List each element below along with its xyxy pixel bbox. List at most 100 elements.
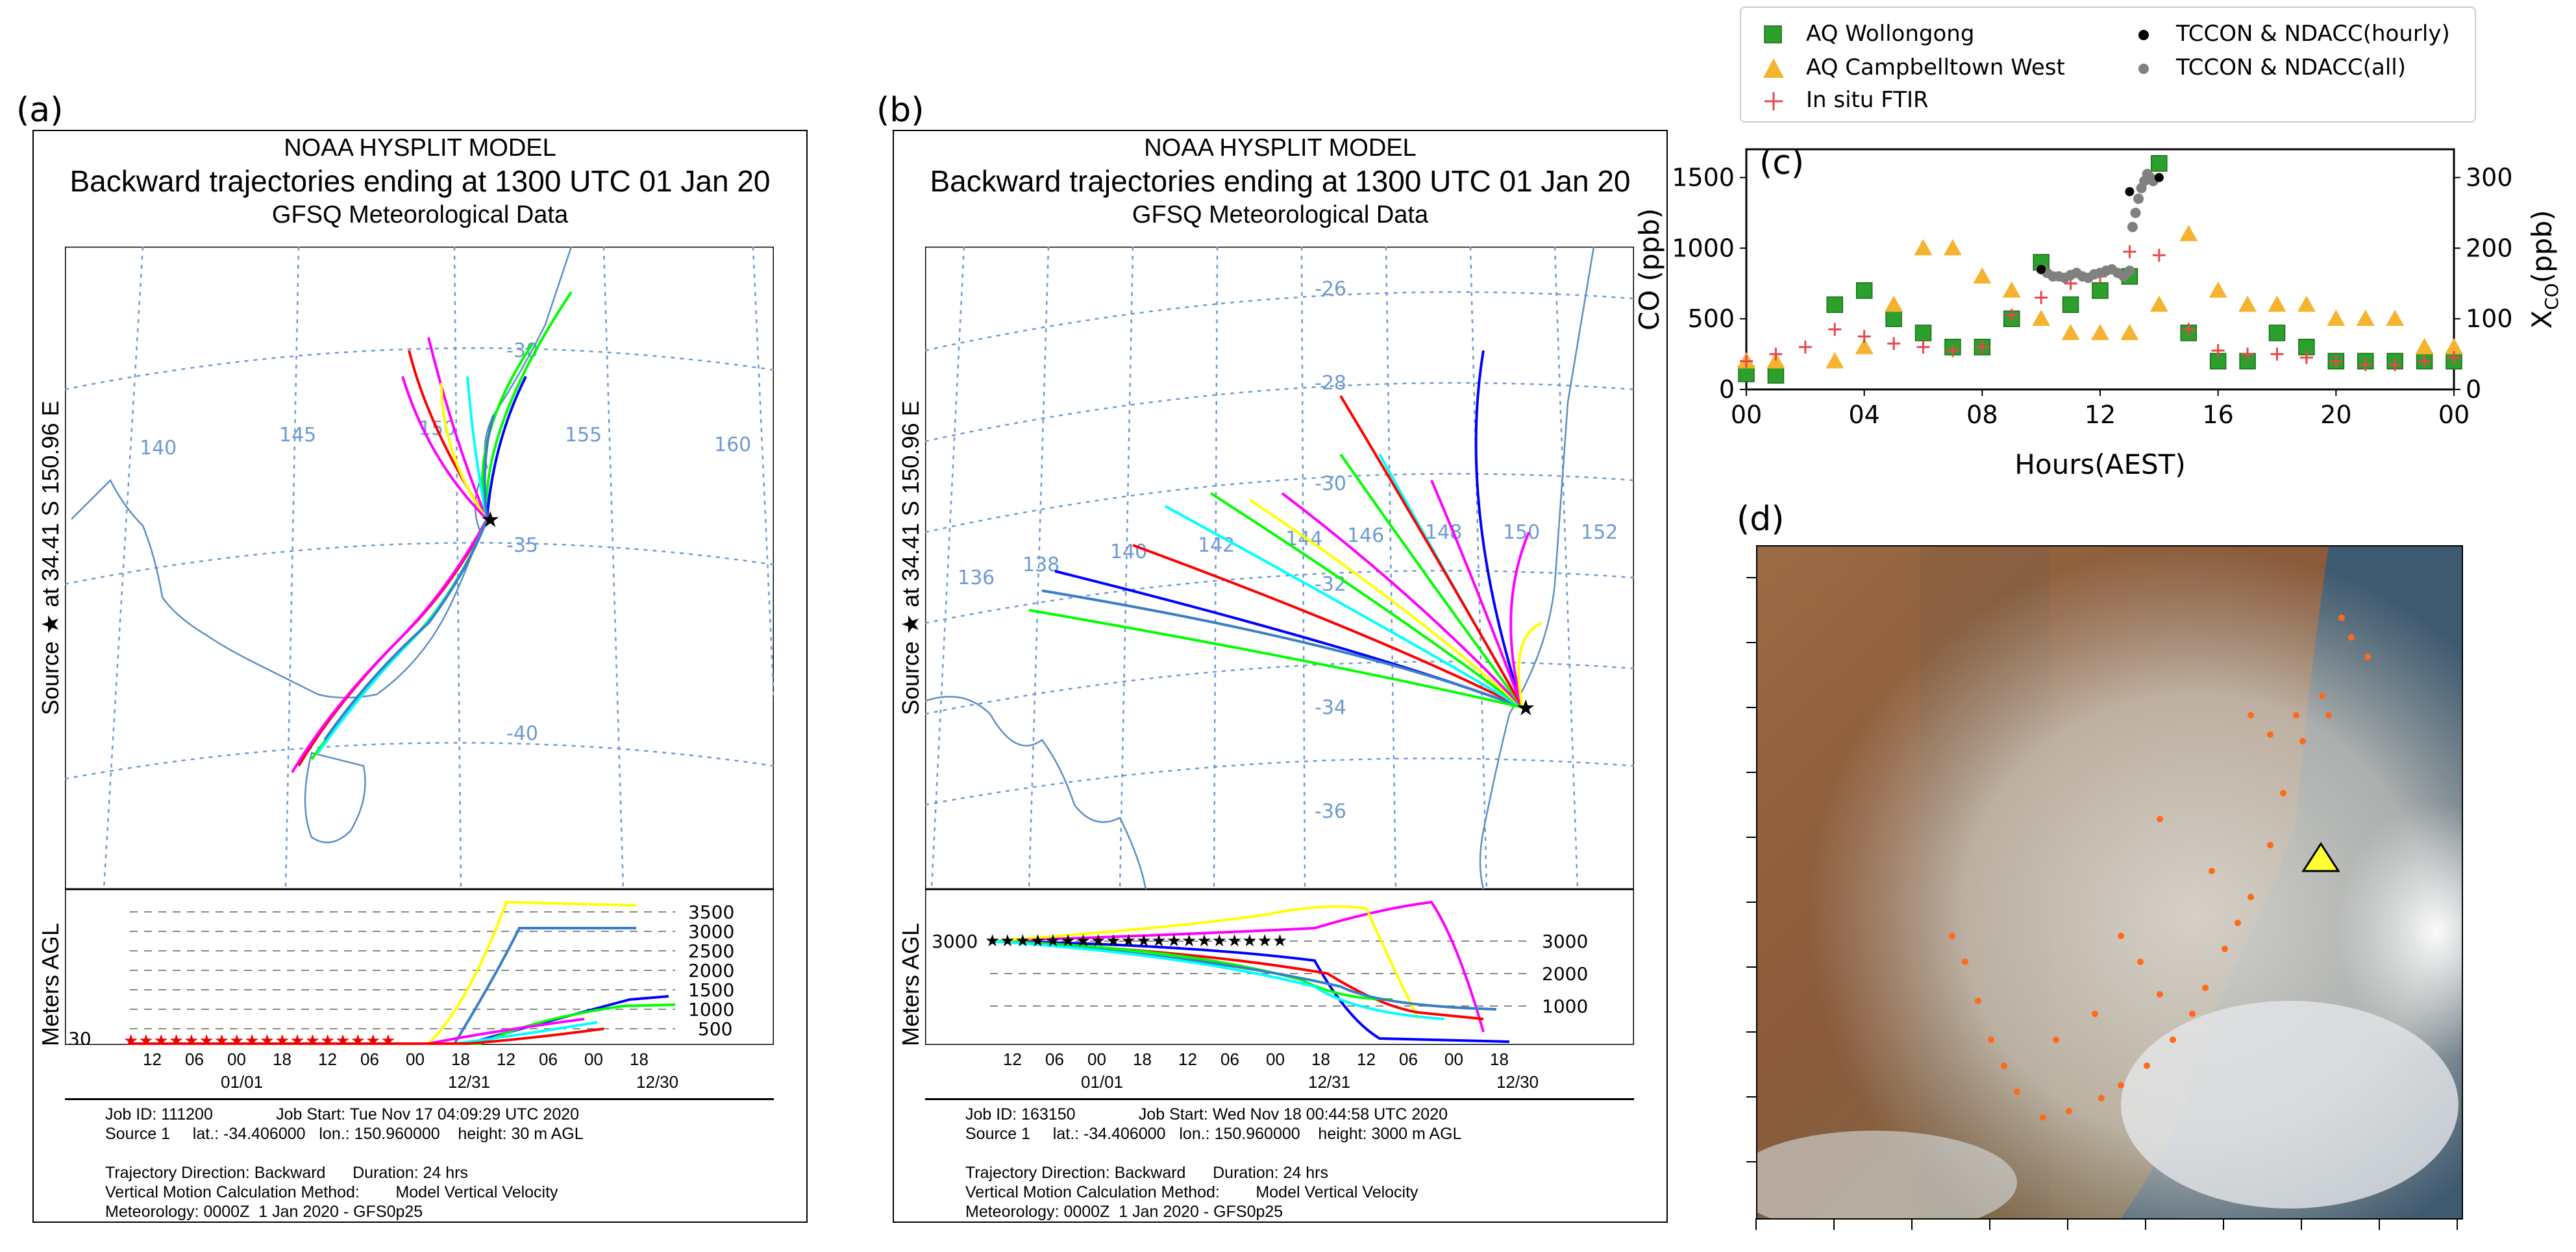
campbelltown-point (2179, 225, 2198, 241)
campbelltown-point (2002, 281, 2021, 298)
tccon-all-point (2124, 265, 2135, 276)
ftir-point (2329, 354, 2343, 368)
coastline-a (71, 247, 573, 844)
legend-label-all: TCCON & NDACC(all) (2176, 55, 2406, 80)
hysplit-b-info: Job ID: 163150 Job Start: Wed Nov 18 00:… (965, 1105, 1462, 1221)
x-tick-label: 00 (2438, 400, 2470, 429)
ftir-point (1828, 323, 1842, 336)
wollongong-point (1855, 282, 1873, 299)
start-alt-a: 30 (68, 1028, 92, 1045)
ftir-point (1769, 347, 1783, 361)
wollongong-point (1914, 325, 1932, 341)
x-tick-label: 08 (1966, 400, 1998, 429)
alt-level-2500: 2500 (688, 940, 734, 962)
campbelltown-point (1914, 239, 1933, 256)
legend-marker-campbelltown (1763, 58, 1784, 78)
svg-text:★★★★★★★★★★★★★★★★★★: ★★★★★★★★★★★★★★★★★★ (123, 1031, 396, 1045)
source-star-b: ★ (1516, 695, 1535, 721)
campbelltown-point (2415, 338, 2434, 354)
campbelltown-point (2327, 310, 2346, 326)
hysplit-b-title3: GFSQ Meteorological Data (1132, 201, 1429, 228)
y2-tick-label: 0 (2466, 375, 2481, 404)
lat-label-26: -26 (1315, 278, 1346, 301)
campbelltown-point (1885, 295, 1903, 312)
wollongong-point (1826, 296, 1843, 313)
lat-label-40: -40 (506, 722, 538, 745)
lon-label-140: 140 (140, 437, 177, 460)
lon-label-146: 146 (1347, 524, 1384, 547)
x-tick-label: 00 (1731, 400, 1762, 429)
ftir-point (1740, 354, 1753, 368)
hysplit-panel-b: NOAA HYSPLIT MODEL Backward trajectories… (893, 130, 1668, 1223)
source-star-a: ★ (480, 507, 500, 533)
tccon-all-point (2133, 193, 2144, 204)
legend-marker-ftir (1765, 92, 1783, 110)
ftir-point (2005, 308, 2018, 322)
ftir-point (2359, 358, 2372, 371)
campbelltown-point (2149, 295, 2168, 312)
ftir-point (2270, 347, 2284, 361)
ftir-point (1887, 337, 1901, 350)
ftir-point (2035, 291, 2048, 304)
lon-label-145: 145 (279, 424, 316, 447)
alt-level-2000: 2000 (688, 960, 734, 981)
hysplit-a-title2: Backward trajectories ending at 1300 UTC… (69, 164, 771, 198)
legend-label-ftir: In situ FTIR (1806, 87, 1929, 113)
lon-label-150: 150 (1503, 521, 1540, 544)
hysplit-b-title2: Backward trajectories ending at 1300 UTC… (930, 164, 1631, 198)
hysplit-a-altitude: 3500 3000 2500 2000 1500 1000 500 30 ★★★… (65, 889, 774, 1045)
hysplit-a-map: 140 145 150 155 160 -30 -35 -40 (65, 247, 774, 889)
tccon-all-point (2127, 221, 2138, 232)
campbelltown-point (2445, 338, 2463, 354)
legend-marker-hourly (2138, 30, 2149, 40)
alt-level-3500: 3500 (688, 902, 734, 923)
ftir-point (1946, 344, 1959, 358)
ftir-point (2123, 245, 2136, 258)
hysplit-a-info: Job ID: 111200 Job Start: Tue Nov 17 04:… (105, 1105, 584, 1221)
hysplit-b-title1: NOAA HYSPLIT MODEL (1144, 134, 1417, 162)
ftir-point (2182, 323, 2196, 336)
x-tick-label: 20 (2320, 400, 2351, 429)
y-tick-label: 1500 (1672, 164, 1735, 192)
tccon-hourly-point (2037, 265, 2046, 274)
hysplit-b-altitude: 3000 2000 1000 3000 ★★★★★★★★★★★★★★★★★★★★ (925, 889, 1634, 1045)
ftir-point (1975, 340, 1989, 354)
panel-label-c: (c) (1759, 143, 1804, 182)
campbelltown-point (2238, 295, 2257, 312)
wollongong-point (1885, 310, 1902, 327)
ftir-point (2211, 344, 2225, 358)
lon-label-140: 140 (1110, 541, 1147, 563)
tccon-hourly-point (2154, 173, 2164, 182)
x-axis-label: Hours(AEST) (2014, 448, 2185, 480)
lat-label-30: -30 (1315, 473, 1346, 495)
campbelltown-point (2268, 295, 2286, 312)
ftir-point (2241, 347, 2255, 361)
coastline-b (925, 247, 1595, 889)
hysplit-a-title1: NOAA HYSPLIT MODEL (284, 134, 556, 162)
panel-label-b: (b) (876, 91, 924, 130)
ftir-point (1916, 340, 1930, 354)
campbelltown-point (2386, 310, 2405, 326)
lon-label-160: 160 (714, 434, 751, 456)
campbelltown-point (2091, 323, 2109, 340)
campbelltown-point (1855, 338, 1874, 354)
hysplit-a-title3: GFSQ Meteorological Data (271, 201, 569, 228)
hysplit-a-side-label: Source ★ at 34.41 S 150.96 E (37, 400, 64, 715)
y2-tick-label: 100 (2466, 304, 2513, 333)
hysplit-panel-a: NOAA HYSPLIT MODEL Backward trajectories… (32, 130, 808, 1223)
lat-label-35: -35 (506, 534, 538, 557)
start-alt-b: 3000 (932, 931, 978, 952)
legend-marker-wollongong (1764, 25, 1782, 43)
wollongong-point (2092, 282, 2109, 299)
satellite-scene (1757, 546, 2462, 1218)
ftir-point (1857, 330, 1871, 343)
ftir-point (2388, 358, 2402, 371)
lon-label-138: 138 (1022, 554, 1059, 576)
y-tick-label: 500 (1687, 304, 1735, 333)
hysplit-a-alt-label: Meters AGL (37, 922, 64, 1046)
wollongong-point (2268, 325, 2286, 341)
ftir-point (2447, 351, 2460, 365)
tccon-hourly-point (2125, 187, 2135, 197)
hysplit-b-alt-label: Meters AGL (897, 922, 924, 1046)
alt-level-b-3000: 3000 (1542, 931, 1588, 952)
